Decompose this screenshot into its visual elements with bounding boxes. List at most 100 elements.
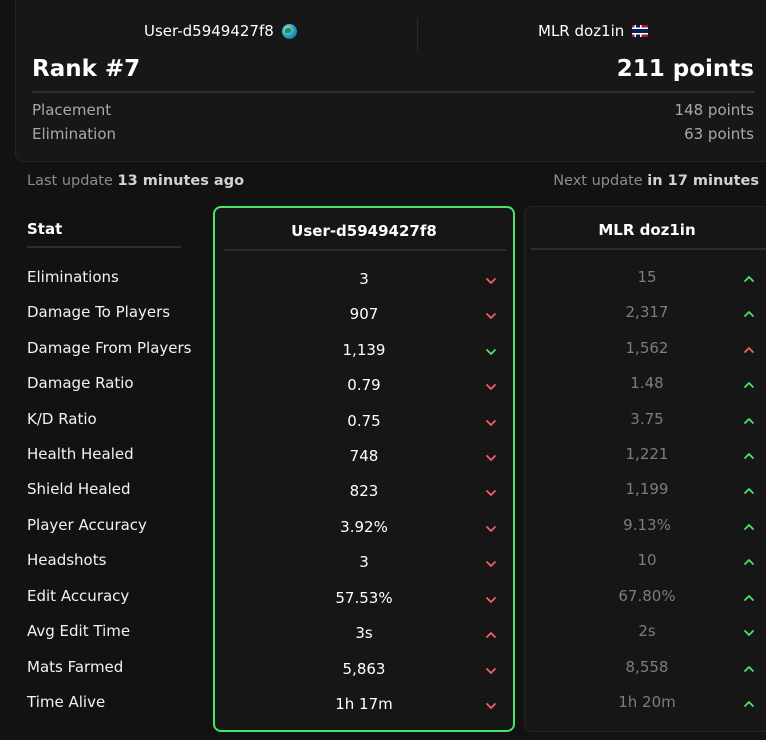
chevron-up-icon	[743, 344, 755, 356]
player-left[interactable]: User-d5949427f8	[144, 22, 297, 40]
stat-label: Health Healed	[27, 445, 134, 463]
table-row: Eliminations 3 15	[0, 268, 766, 298]
table-row: Health Healed 748 1,221	[0, 445, 766, 475]
opponent-stat-value: 3.75	[630, 410, 664, 428]
user-column: User-d5949427f8	[213, 206, 515, 732]
opponent-stat-value: 2,317	[625, 303, 669, 321]
chevron-up-icon	[743, 521, 755, 533]
chevron-down-icon	[485, 417, 497, 429]
user-header-divider	[224, 249, 506, 251]
user-stat-value: 3	[359, 553, 369, 571]
table-row: Shield Healed 823 1,199	[0, 480, 766, 510]
norway-flag-icon	[632, 25, 649, 37]
match-summary-card: User-d5949427f8 MLR doz1in Rank #7 211 p…	[15, 0, 766, 162]
user-stat-value: 5,863	[342, 660, 386, 678]
chevron-up-icon	[743, 556, 755, 568]
next-update-value: in 17 minutes	[647, 173, 759, 189]
user-stat-value: 1,139	[342, 341, 386, 359]
user-stat-value: 3s	[355, 624, 373, 642]
table-row: Player Accuracy 3.92% 9.13%	[0, 516, 766, 546]
stat-label: Edit Accuracy	[27, 587, 130, 605]
placement-label: Placement	[32, 101, 112, 119]
table-row: K/D Ratio 0.75 3.75	[0, 410, 766, 440]
elimination-value: 63 points	[684, 125, 754, 143]
table-row: Edit Accuracy 57.53% 67.80%	[0, 587, 766, 617]
opponent-column: MLR doz1in	[524, 206, 766, 732]
opponent-stat-value: 1h 20m	[618, 693, 676, 711]
chevron-up-icon	[743, 308, 755, 320]
total-points: 211 points	[616, 56, 754, 82]
chevron-up-icon	[743, 592, 755, 604]
opponent-header-divider	[531, 248, 766, 250]
table-row: Damage From Players 1,139 1,562	[0, 339, 766, 369]
chevron-up-icon	[485, 629, 497, 641]
chevron-down-icon	[743, 627, 755, 639]
player-right[interactable]: MLR doz1in	[538, 22, 649, 40]
user-stat-value: 0.75	[347, 412, 381, 430]
last-update-value: 13 minutes ago	[117, 173, 245, 189]
stat-label: Shield Healed	[27, 480, 131, 498]
players-bar: User-d5949427f8 MLR doz1in	[16, 22, 766, 46]
last-update: Last update 13 minutes ago	[27, 173, 244, 189]
stat-label: Mats Farmed	[27, 658, 124, 676]
opponent-stat-value: 1,199	[625, 480, 669, 498]
opponent-stat-value: 15	[637, 268, 657, 286]
table-row: Time Alive 1h 17m 1h 20m	[0, 693, 766, 723]
opponent-stat-value: 8,558	[625, 658, 669, 676]
player-right-name: MLR doz1in	[538, 22, 625, 40]
table-row: Damage Ratio 0.79 1.48	[0, 374, 766, 404]
stat-label: Eliminations	[27, 268, 119, 286]
opponent-stat-value: 67.80%	[618, 587, 676, 605]
summary-divider	[32, 91, 755, 93]
chevron-up-icon	[743, 415, 755, 427]
chevron-down-icon	[485, 487, 497, 499]
placement-value: 148 points	[674, 101, 754, 119]
chevron-down-icon	[485, 381, 497, 393]
globe-icon	[281, 23, 297, 39]
user-stat-value: 3.92%	[340, 518, 388, 536]
user-stat-value: 0.79	[347, 376, 381, 394]
stat-label: Player Accuracy	[27, 516, 147, 534]
chevron-down-icon	[485, 594, 497, 606]
opponent-stat-value: 9.13%	[623, 516, 671, 534]
chevron-down-icon	[485, 452, 497, 464]
chevron-down-icon	[485, 523, 497, 535]
user-stat-value: 907	[349, 305, 379, 323]
chevron-down-icon	[485, 275, 497, 287]
chevron-up-icon	[743, 485, 755, 497]
table-row: Headshots 3 10	[0, 551, 766, 581]
table-row: Damage To Players 907 2,317	[0, 303, 766, 333]
table-row: Avg Edit Time 3s 2s	[0, 622, 766, 652]
next-update: Next update in 17 minutes	[553, 173, 759, 189]
stat-label: Damage Ratio	[27, 374, 134, 392]
player-left-name: User-d5949427f8	[144, 22, 274, 40]
opponent-stat-value: 1,562	[625, 339, 669, 357]
stat-column-header: Stat	[27, 220, 63, 238]
chevron-down-icon	[485, 665, 497, 677]
chevron-up-icon	[743, 663, 755, 675]
opponent-stat-value: 1.48	[630, 374, 664, 392]
chevron-down-icon	[485, 558, 497, 570]
stat-label: Time Alive	[27, 693, 106, 711]
user-stat-value: 57.53%	[335, 589, 393, 607]
stat-label: Damage From Players	[27, 339, 192, 357]
next-update-prefix: Next update	[553, 173, 643, 189]
user-stat-value: 3	[359, 270, 369, 288]
user-column-header: User-d5949427f8	[291, 222, 437, 240]
stat-label: Damage To Players	[27, 303, 171, 321]
chevron-up-icon	[743, 450, 755, 462]
opponent-stat-value: 1,221	[625, 445, 669, 463]
rank-label: Rank #7	[32, 56, 141, 82]
stat-label: Headshots	[27, 551, 107, 569]
table-row: Mats Farmed 5,863 8,558	[0, 658, 766, 688]
players-divider	[417, 18, 418, 50]
last-update-prefix: Last update	[27, 173, 113, 189]
chevron-up-icon	[743, 273, 755, 285]
chevron-down-icon	[485, 700, 497, 712]
stat-label: Avg Edit Time	[27, 622, 131, 640]
opponent-stat-value: 2s	[638, 622, 656, 640]
chevron-up-icon	[743, 379, 755, 391]
opponent-stat-value: 10	[637, 551, 657, 569]
chevron-down-icon	[485, 310, 497, 322]
user-stat-value: 1h 17m	[335, 695, 393, 713]
